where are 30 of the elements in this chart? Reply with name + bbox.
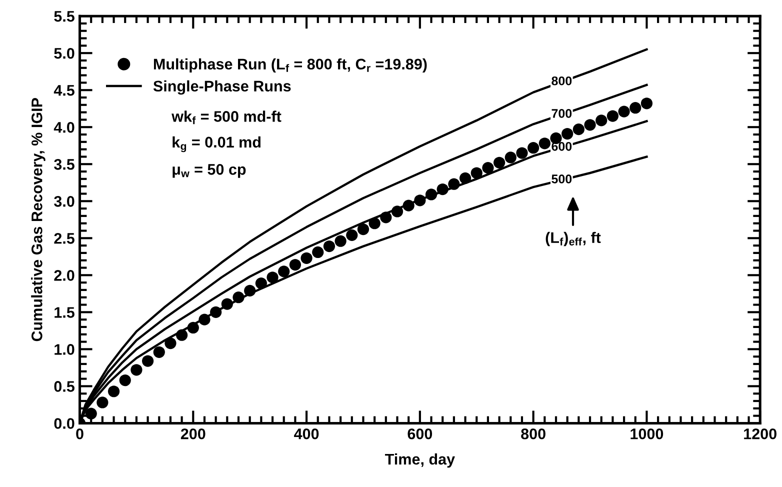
x-tick-label: 200	[180, 428, 206, 440]
annotation: wk$_{f}$ = 500 md-ft	[172, 110, 282, 124]
y-tick-label: 3.5	[54, 158, 74, 170]
x-tick-label: 400	[294, 428, 319, 440]
annotation: k$_{g}$ = 0.01 md	[172, 136, 260, 152]
x-tick-label: 800	[521, 428, 546, 440]
y-tick-label: 1.5	[54, 307, 74, 318]
y-tick-label: 2.5	[54, 233, 74, 244]
legend-label: Multiphase Run (L$_{f}$ = 800 ft, C$_{r}$ =19.89)	[154, 58, 427, 73]
x-axis-title: Time, day	[385, 453, 455, 468]
y-tick-label: 2.0	[54, 270, 74, 281]
annotation: (L$_{f}$)$_{eff}$, ft	[546, 232, 601, 246]
y-tick-label: 5.0	[54, 48, 74, 59]
y-axis-title: Cumulative Gas Recovery, % IGIP	[31, 98, 46, 342]
y-tick-label: 0.0	[54, 418, 74, 429]
y-tick-label: 4.5	[54, 85, 74, 96]
y-tick-label: 4.0	[54, 122, 74, 133]
series-label: 500	[552, 174, 572, 184]
y-tick-label: 1.0	[54, 344, 74, 355]
x-tick-label: 0	[76, 428, 84, 440]
annotation: Single-Phase Runs	[153, 80, 291, 95]
y-tick-label: 0.5	[54, 381, 74, 392]
x-tick-label: 1000	[630, 428, 664, 440]
x-tick-label: 600	[408, 428, 432, 440]
series-label: 800	[552, 76, 572, 86]
x-tick-label: 1200	[744, 428, 776, 440]
annotation: μ$_{w}$ = 50 cp	[172, 164, 246, 178]
series-label: 700	[552, 109, 572, 118]
y-tick-label: 5.5	[54, 11, 74, 22]
y-tick-label: 3.0	[54, 196, 74, 207]
